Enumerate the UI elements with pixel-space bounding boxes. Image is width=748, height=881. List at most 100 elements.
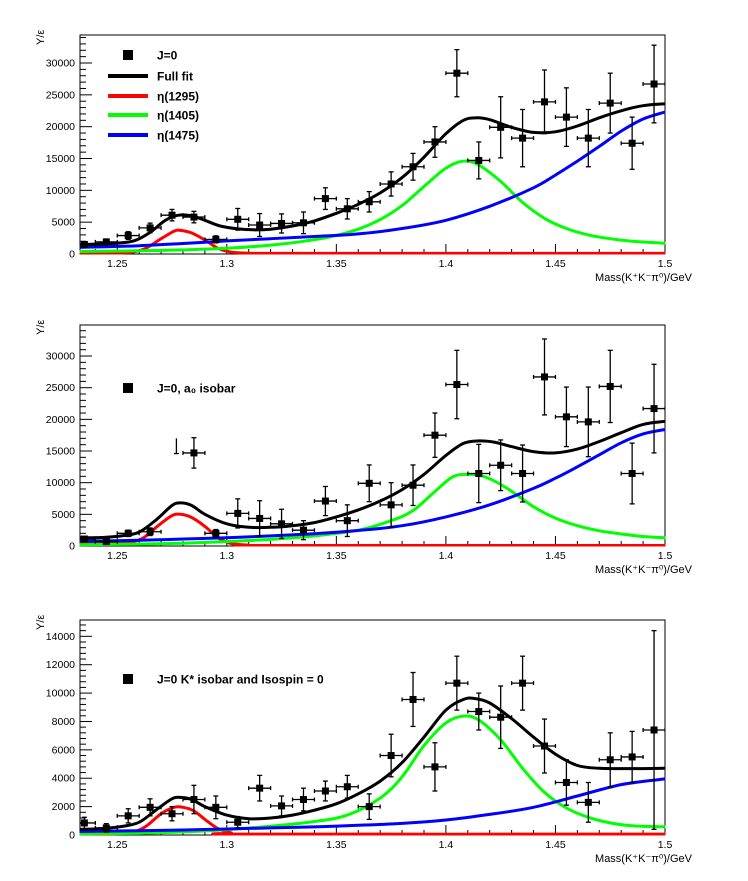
data-marker [256, 784, 264, 792]
data-marker [497, 461, 505, 469]
data-point [79, 816, 96, 830]
data-marker [519, 679, 527, 687]
panel-panel-j0-a0-isobar: 0 5000 10000 15000 20000 25000 30000 1.25 1.3 1.3… [35, 320, 693, 576]
data-point [620, 116, 644, 170]
x-tick-label: 1.45 [545, 839, 566, 851]
x-tick-label: 1.25 [107, 258, 128, 270]
y-tick-label: 4000 [52, 773, 76, 785]
data-point [269, 508, 294, 540]
data-marker [278, 520, 286, 528]
y-tick-label: 5000 [52, 217, 76, 229]
legend-panel-j0-a0-isobar: J=0, a₀ isobar [123, 382, 236, 396]
data-point [532, 338, 557, 416]
data-marker [256, 221, 264, 229]
data-point [138, 798, 162, 817]
y-axis: 0 2000 4000 6000 8000 10000 12000 14000 [46, 624, 92, 842]
data-point [401, 464, 425, 507]
x-axis-title: Mass(K⁺K⁻π⁰)/GeV [595, 564, 693, 576]
data-marker [431, 763, 439, 771]
data-point [510, 655, 535, 711]
data-point [467, 443, 491, 504]
data-point [576, 386, 600, 458]
data-point [335, 774, 359, 799]
data-point [291, 211, 316, 235]
data-point [291, 787, 316, 812]
data-marker [540, 742, 548, 750]
data-marker [365, 803, 373, 811]
x-tick-label: 1.4 [439, 258, 454, 270]
x-axis: 1.25 1.3 1.35 1.4 1.45 1.5 [94, 244, 672, 270]
y-tick-label: 10000 [46, 185, 75, 197]
data-point [204, 528, 228, 538]
data-point [357, 464, 381, 503]
data-point [248, 212, 272, 238]
data-point [182, 210, 206, 224]
data-point [160, 805, 184, 822]
legend-marker [123, 383, 133, 393]
data-marker [212, 529, 220, 537]
data-point [116, 231, 140, 241]
data-point [598, 72, 622, 134]
data-marker [168, 211, 176, 219]
whisker-only [173, 438, 179, 455]
y-axis: 0 5000 10000 15000 20000 25000 30000 [46, 37, 92, 261]
data-marker [102, 538, 110, 546]
data-marker [146, 803, 154, 811]
data-marker [190, 449, 198, 457]
series-full-fit [79, 696, 666, 831]
data-marker [497, 123, 505, 131]
x-axis: 1.25 1.3 1.35 1.4 1.45 1.5 [94, 825, 673, 851]
data-point [226, 498, 250, 529]
data-point [116, 808, 140, 824]
data-marker [387, 752, 395, 760]
series-eta1475 [79, 428, 666, 543]
data-marker [431, 138, 439, 146]
x-tick-label: 1.4 [439, 550, 454, 562]
data-point [576, 108, 600, 168]
data-point [576, 781, 600, 823]
data-point [204, 795, 228, 820]
data-marker [234, 818, 242, 826]
x-tick-label: 1.25 [107, 839, 128, 851]
legend-panel-j0-kstar-isospin0: J=0 K* isobar and Isospin = 0 [123, 673, 324, 687]
data-marker [212, 803, 220, 811]
data-marker [80, 819, 88, 827]
series-full-fit [79, 419, 666, 540]
data-marker [606, 99, 614, 107]
data-point [445, 655, 469, 711]
data-point [467, 141, 491, 180]
data-point [489, 685, 513, 750]
data-point [642, 629, 666, 830]
data-point [554, 759, 579, 806]
data-marker [475, 469, 483, 477]
y-tick-label: 20000 [46, 414, 75, 426]
data-marker [190, 796, 198, 804]
y-tick-label: 2000 [52, 801, 76, 813]
legend-marker [123, 50, 133, 60]
curves [79, 696, 666, 836]
data-marker [387, 180, 395, 188]
y-axis: 0 5000 10000 15000 20000 25000 30000 [46, 330, 92, 553]
x-axis-title: Mass(K⁺K⁻π⁰)/GeV [595, 272, 693, 284]
legend-label: Full fit [157, 70, 193, 84]
data-point [379, 733, 403, 778]
x-tick-label: 1.35 [326, 258, 347, 270]
data-marker [475, 156, 483, 164]
data-points [79, 338, 666, 546]
data-marker [124, 529, 132, 537]
x-tick-label: 1.45 [545, 550, 566, 562]
legend-label: η(1475) [157, 129, 199, 143]
x-tick-label: 1.5 [658, 839, 673, 851]
data-point [116, 529, 140, 538]
data-point [182, 784, 206, 815]
legend-label: η(1295) [157, 90, 199, 104]
data-marker [146, 528, 154, 536]
x-tick-label: 1.4 [439, 839, 454, 851]
data-marker [343, 517, 351, 525]
data-marker [343, 783, 351, 791]
data-marker [234, 215, 242, 223]
data-marker [584, 798, 592, 806]
data-marker [453, 381, 461, 389]
data-point [554, 87, 579, 148]
data-marker [234, 509, 242, 517]
